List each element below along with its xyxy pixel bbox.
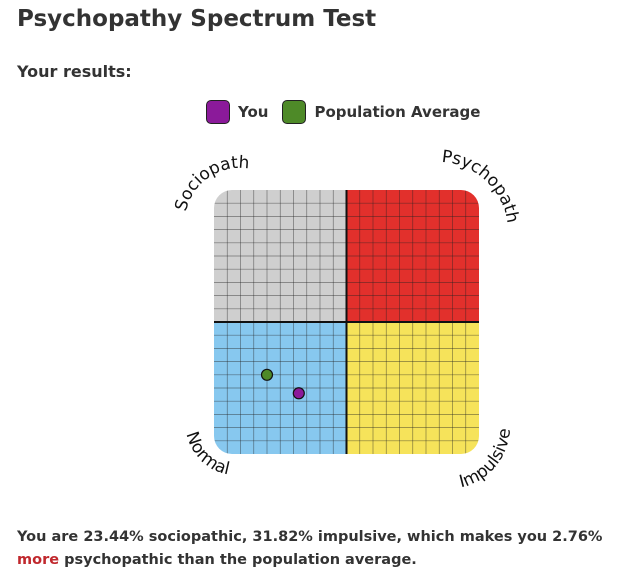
psychopathy-quadrant-chart: Sociopath Psychopath Normal Impulsive	[171, 147, 522, 492]
legend-swatch-population	[282, 100, 307, 124]
result-summary: You are 23.44% sociopathic, 31.82% impul…	[17, 526, 625, 572]
legend-item-you: You	[206, 100, 268, 124]
result-text-end: psychopathic than the population average…	[59, 552, 417, 568]
results-heading: Your results:	[17, 62, 132, 81]
legend-label-you: You	[238, 103, 269, 121]
result-emphasis: more	[17, 552, 60, 568]
legend-item-population: Population Average	[282, 100, 480, 124]
legend-label-population: Population Average	[314, 103, 481, 121]
legend-swatch-you	[206, 100, 230, 124]
page-title: Psychopathy Spectrum Test	[17, 6, 377, 32]
you-point	[292, 387, 305, 400]
population-average-point	[260, 368, 274, 381]
chart-legend: You Population Average	[206, 100, 494, 124]
result-text-start: You are 23.44% sociopathic, 31.82% impul…	[17, 529, 603, 545]
data-points	[260, 368, 305, 400]
quadrant-grid	[214, 190, 479, 454]
